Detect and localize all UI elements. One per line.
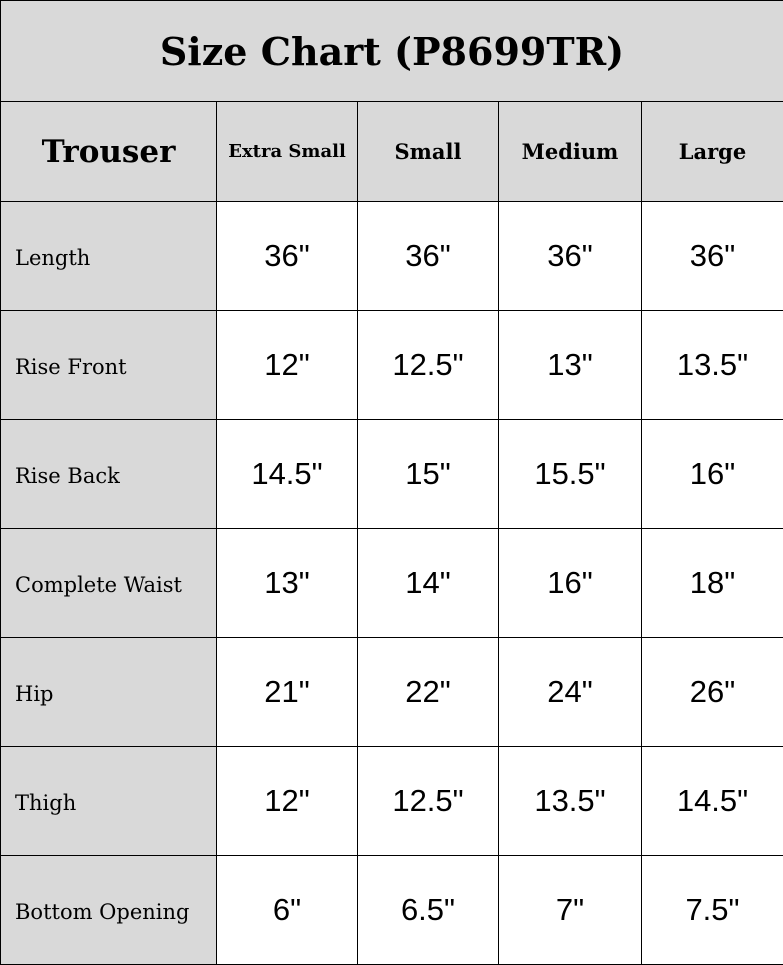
size-header-large: Large xyxy=(642,102,783,202)
size-header-extra-small: Extra Small xyxy=(217,102,358,202)
measurement-value: 14" xyxy=(358,529,499,638)
measurement-value: 12.5" xyxy=(358,311,499,420)
measurement-value: 15" xyxy=(358,420,499,529)
category-header: Trouser xyxy=(1,102,217,202)
measurement-label: Thigh xyxy=(1,747,217,856)
measurement-value: 14.5" xyxy=(642,747,783,856)
measurement-value: 7" xyxy=(499,856,642,965)
measurement-value: 13.5" xyxy=(499,747,642,856)
measurement-value: 16" xyxy=(642,420,783,529)
measurement-label: Length xyxy=(1,202,217,311)
header-row: Trouser Extra Small Small Medium Large xyxy=(1,102,783,202)
measurement-value: 6.5" xyxy=(358,856,499,965)
measurement-value: 14.5" xyxy=(217,420,358,529)
measurement-value: 21" xyxy=(217,638,358,747)
measurement-label: Rise Front xyxy=(1,311,217,420)
measurement-value: 16" xyxy=(499,529,642,638)
measurement-value: 22" xyxy=(358,638,499,747)
chart-title: Size Chart (P8699TR) xyxy=(1,1,783,102)
size-header-medium: Medium xyxy=(499,102,642,202)
measurement-label: Rise Back xyxy=(1,420,217,529)
measurement-value: 18" xyxy=(642,529,783,638)
size-header-small: Small xyxy=(358,102,499,202)
measurement-label: Complete Waist xyxy=(1,529,217,638)
measurement-value: 13" xyxy=(499,311,642,420)
measurement-value: 36" xyxy=(217,202,358,311)
measurement-value: 12" xyxy=(217,747,358,856)
measurement-value: 12" xyxy=(217,311,358,420)
measurement-value: 13" xyxy=(217,529,358,638)
measurement-value: 24" xyxy=(499,638,642,747)
measurement-value: 26" xyxy=(642,638,783,747)
measurement-value: 7.5" xyxy=(642,856,783,965)
measurement-value: 36" xyxy=(499,202,642,311)
measurement-value: 15.5" xyxy=(499,420,642,529)
measurement-value: 6" xyxy=(217,856,358,965)
measurement-value: 36" xyxy=(358,202,499,311)
measurement-value: 12.5" xyxy=(358,747,499,856)
measurement-value: 13.5" xyxy=(642,311,783,420)
measurement-label: Bottom Opening xyxy=(1,856,217,965)
measurement-label: Hip xyxy=(1,638,217,747)
measurement-value: 36" xyxy=(642,202,783,311)
